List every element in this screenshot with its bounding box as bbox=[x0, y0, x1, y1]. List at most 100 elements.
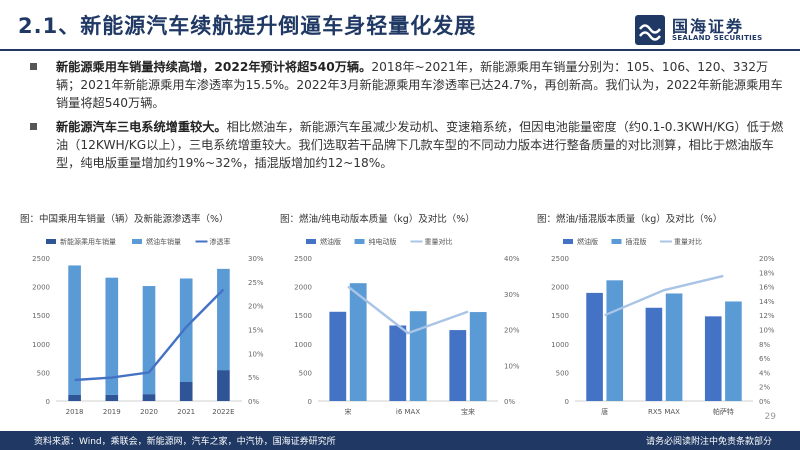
x-tick-label: RX5 MAX bbox=[648, 408, 680, 416]
bar bbox=[606, 280, 624, 401]
y2-tick-label: 20% bbox=[759, 255, 775, 263]
y2-tick-label: 8% bbox=[759, 341, 770, 349]
y-tick-label: 2500 bbox=[551, 255, 569, 263]
bar bbox=[68, 265, 81, 395]
source-note: 资料来源：Wind，乘联会，新能源网，汽车之家，中汽协，国海证券研究所 bbox=[34, 437, 336, 447]
bullet-item: 新能源汽车三电系统增重较大。相比燃油车，新能源汽车虽减少发动机、变速箱系统，但因… bbox=[20, 118, 785, 172]
x-tick-label: 宋 bbox=[345, 407, 352, 416]
bar bbox=[217, 370, 230, 401]
bar bbox=[409, 311, 427, 401]
chart-ev-weight: 图：燃油/纯电动版本质量（kg）及对比（%） 燃油版 纯电动版 重量对比 0 500 100… bbox=[280, 213, 520, 416]
bar bbox=[105, 277, 119, 395]
chart-title: 图：燃油/纯电动版本质量（kg）及对比（%） bbox=[280, 213, 475, 225]
series-line bbox=[604, 274, 724, 317]
y-tick-label: 500 bbox=[37, 369, 50, 377]
bullet-bold: 新能源乘用车销量持续高增，2022年预计将超540万辆。 bbox=[56, 60, 372, 74]
y2-tick-label: 30% bbox=[504, 291, 520, 299]
footer-bar: 资料来源：Wind，乘联会，新能源网，汽车之家，中汽协，国海证券研究所 请务必阅… bbox=[0, 431, 800, 450]
y2-tick-label: 5% bbox=[248, 374, 259, 382]
chart-title: 图：燃油/插混版本质量（kg）及对比（%） bbox=[537, 213, 722, 225]
x-tick-label: 2018 bbox=[66, 408, 84, 416]
y2-tick-label: 6% bbox=[759, 355, 770, 363]
y2-tick-label: 20% bbox=[248, 303, 264, 311]
legend-label: 插混版 bbox=[626, 237, 647, 246]
legend-swatch bbox=[563, 239, 573, 244]
bar bbox=[142, 394, 156, 401]
bullet-square-icon bbox=[30, 123, 37, 130]
y-tick-label: 1500 bbox=[32, 312, 50, 320]
page-title: 2.1、新能源汽车续航提升倒逼车身轻量化发展 bbox=[18, 14, 477, 38]
y-tick-label: 2500 bbox=[32, 255, 50, 263]
x-tick-label: 2019 bbox=[103, 408, 121, 416]
bar bbox=[179, 382, 193, 401]
y2-tick-label: 0% bbox=[248, 398, 259, 406]
y2-tick-label: 0% bbox=[759, 398, 770, 406]
header-rule bbox=[0, 49, 800, 51]
y-tick-label: 0 bbox=[565, 398, 569, 406]
logo-text-cn: 国海证券 bbox=[672, 17, 745, 36]
chart-title: 图：中国乘用车销量（辆）及新能源渗透率（%） bbox=[20, 213, 229, 225]
y-tick-label: 500 bbox=[299, 369, 312, 377]
bar bbox=[665, 293, 683, 401]
legend-label: 燃油车销量 bbox=[146, 237, 181, 246]
y2-tick-label: 4% bbox=[759, 369, 770, 377]
y-tick-label: 0 bbox=[308, 398, 312, 406]
bar bbox=[179, 278, 193, 383]
legend-swatch bbox=[354, 239, 365, 244]
chart-phev-weight: 图：燃油/插混版本质量（kg）及对比（%） 燃油版 插混版 重量对比 0 500 1000 1… bbox=[537, 213, 775, 416]
y-tick-label: 2000 bbox=[294, 284, 312, 292]
company-logo: 国海证券 SEALAND SECURITIES bbox=[634, 12, 784, 48]
x-tick-label: 宝来 bbox=[461, 407, 475, 416]
y-tick-label: 2000 bbox=[551, 284, 569, 292]
legend-label: 燃油版 bbox=[320, 237, 341, 246]
bar bbox=[449, 330, 467, 401]
y2-tick-label: 10% bbox=[248, 350, 264, 358]
bar bbox=[725, 301, 742, 401]
y2-tick-label: 18% bbox=[759, 269, 775, 277]
legend-swatch bbox=[306, 239, 316, 244]
x-tick-label: 唐 bbox=[601, 407, 608, 416]
y-tick-label: 500 bbox=[556, 369, 569, 377]
x-tick-label: 2021 bbox=[177, 408, 195, 416]
y2-tick-label: 15% bbox=[248, 327, 264, 335]
y-tick-label: 1000 bbox=[294, 341, 312, 349]
y2-tick-label: 30% bbox=[248, 255, 264, 263]
bar bbox=[704, 316, 722, 401]
y2-tick-label: 20% bbox=[504, 327, 520, 335]
x-tick-label: 2020 bbox=[140, 408, 158, 416]
disclaimer-note: 请务必阅读附注中免责条款部分 bbox=[645, 437, 772, 447]
x-tick-label: 2022E bbox=[212, 408, 234, 416]
y2-tick-label: 14% bbox=[759, 298, 775, 306]
legend-label: 燃油版 bbox=[577, 237, 598, 246]
series-line bbox=[347, 285, 469, 335]
bar bbox=[349, 283, 367, 401]
bullet-bold: 新能源汽车三电系统增重较大。 bbox=[56, 120, 227, 134]
page-number: 29 bbox=[764, 412, 776, 422]
bar bbox=[68, 394, 81, 401]
series-line bbox=[74, 288, 225, 382]
bar bbox=[389, 325, 407, 401]
y2-tick-label: 10% bbox=[504, 362, 520, 370]
bullet-item: 新能源乘用车销量持续高增，2022年预计将超540万辆。2018年~2021年，… bbox=[20, 58, 785, 112]
legend-label: 渗透率 bbox=[210, 237, 231, 246]
legend-label: 重量对比 bbox=[674, 237, 702, 246]
logo-text-en: SEALAND SECURITIES bbox=[672, 34, 763, 42]
y2-tick-label: 10% bbox=[759, 327, 775, 335]
y-tick-label: 1000 bbox=[32, 341, 50, 349]
y2-tick-label: 0% bbox=[504, 398, 515, 406]
bar bbox=[105, 394, 119, 401]
legend-label: 新能源乘用车销量 bbox=[60, 237, 116, 246]
bar bbox=[586, 292, 603, 401]
legend-swatch bbox=[611, 239, 622, 244]
bullet-text: 2018年~2021年，新能源乘用车销量分别为：105、106、120、332万… bbox=[56, 60, 783, 110]
bar bbox=[469, 312, 487, 401]
y-tick-label: 0 bbox=[46, 398, 50, 406]
legend-swatch bbox=[132, 239, 142, 244]
y-tick-label: 1000 bbox=[551, 341, 569, 349]
y-tick-label: 2500 bbox=[294, 255, 312, 263]
y2-tick-label: 12% bbox=[759, 312, 775, 320]
bullet-list: 新能源乘用车销量持续高增，2022年预计将超540万辆。2018年~2021年，… bbox=[20, 58, 785, 178]
legend-label: 纯电动版 bbox=[369, 237, 397, 246]
y-tick-label: 2000 bbox=[32, 284, 50, 292]
chart-sales-penetration: 图：中国乘用车销量（辆）及新能源渗透率（%） 新能源乘用车销量 燃油车销量 渗透率 0 5… bbox=[20, 213, 264, 416]
